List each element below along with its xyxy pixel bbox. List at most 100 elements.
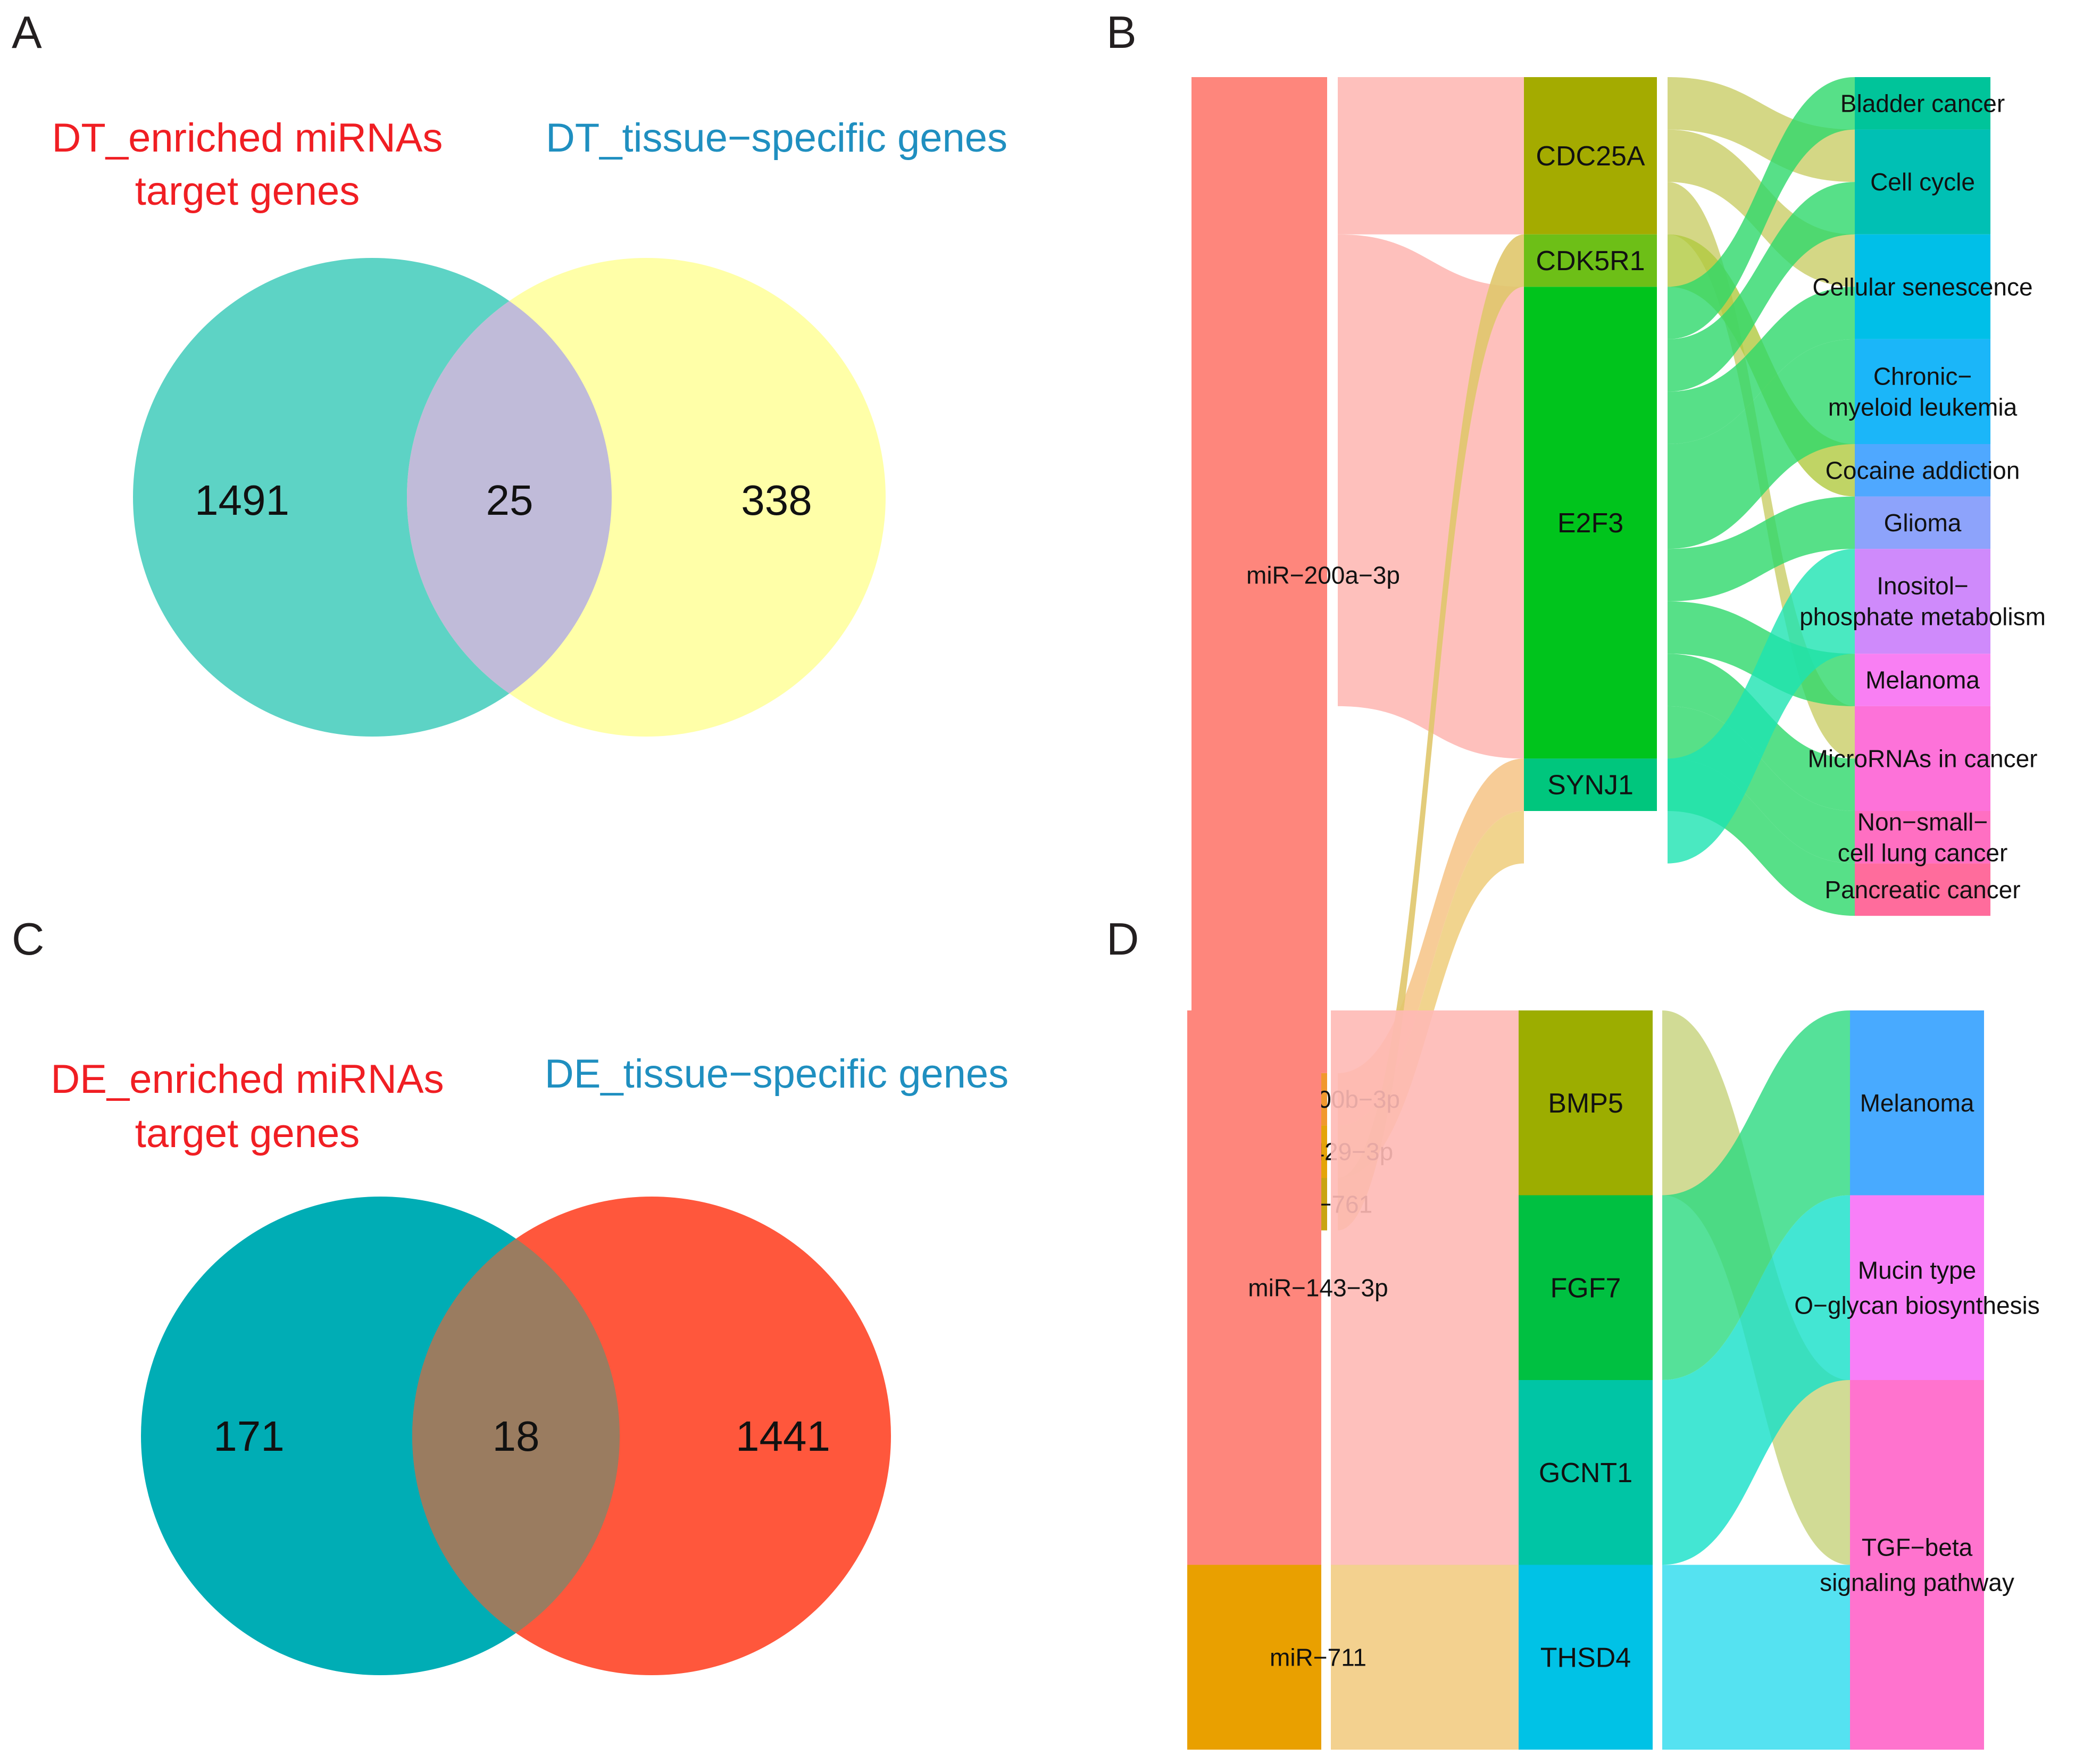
venn-a-intersection-count: 25: [486, 476, 534, 524]
link-mir-429-3p-to-synj1: [1338, 811, 1524, 1178]
gene-bar-cdc25a: [1524, 77, 1657, 235]
mirna-bar-mir-711: [1187, 1565, 1321, 1750]
pathway-label-melanoma: Melanoma: [1865, 666, 1980, 694]
gene-label-bmp5: BMP5: [1548, 1088, 1623, 1119]
venn-a-left-count: 1491: [195, 476, 289, 524]
link-mir-200a-3p-to-cdc25a: [1338, 77, 1524, 235]
gene-pathway-links: [1668, 77, 1855, 916]
pathway-label-melanoma: Melanoma: [1860, 1089, 1974, 1117]
gene-bar-e2f3: [1524, 287, 1657, 759]
pathway-label-cell-cycle: Cell cycle: [1870, 168, 1975, 196]
venn-a-overlap: [407, 258, 612, 737]
pathway-label-pancreatic-cancer: Pancreatic cancer: [1824, 876, 2020, 904]
mirna-gene-links: [1331, 1010, 1519, 1750]
pathway-label-micrornas-in-cancer: MicroRNAs in cancer: [1808, 745, 2038, 772]
gene-label-fgf7: FGF7: [1551, 1273, 1621, 1303]
pathway-bar-non-small-cell-lung-cancer: [1855, 811, 1990, 864]
gene-bar-synj1: [1524, 758, 1657, 811]
link-e2f3-to-chronic-myeloid-leukemia: [1668, 339, 1855, 549]
link-mir-143-3p-to-gcnt1: [1331, 1380, 1519, 1565]
venn-diagram-a: DT_enriched miRNAs target genes DT_tissu…: [52, 115, 1007, 737]
venn-c-right-title: DE_tissue−specific genes: [545, 1051, 1009, 1097]
pathway-bar-micrornas-in-cancer: [1855, 706, 1990, 811]
venn-a-right-count: 338: [741, 476, 812, 524]
gene-bar-thsd4: [1519, 1565, 1653, 1750]
pathway-label-mucin-type-o-glycan-biosynthesis-line1: Mucin type: [1858, 1256, 1976, 1284]
panel-letter-a: A: [12, 7, 42, 58]
pathway-label-mucin-type-o-glycan-biosynthesis-line2: O−glycan biosynthesis: [1794, 1291, 2040, 1319]
gene-label-cdc25a: CDC25A: [1536, 141, 1645, 172]
mirna-label-mir-711: miR−711: [1270, 1643, 1366, 1671]
panel-letter-c: C: [12, 914, 44, 965]
venn-diagram-c: DE_enriched miRNAs target genes DE_tissu…: [51, 1051, 1009, 1675]
gene-bar-bmp5: [1519, 1010, 1653, 1195]
pathway-label-non-small-cell-lung-cancer-line1: Non−small−: [1857, 808, 1988, 835]
panel-letter-d: D: [1106, 914, 1139, 965]
venn-a-right-title: DT_tissue−specific genes: [546, 115, 1007, 161]
gene-label-cdk5r1: CDK5R1: [1536, 246, 1645, 277]
pathway-bar-glioma: [1855, 496, 1990, 549]
link-synj1-to-inositol-phosphate-metabolism: [1668, 549, 1855, 864]
pathway-bar-bladder-cancer: [1855, 77, 1990, 130]
gene-bar-gcnt1: [1519, 1380, 1653, 1565]
link-e2f3-to-melanoma: [1668, 601, 1855, 706]
gene-label-gcnt1: GCNT1: [1539, 1458, 1632, 1489]
pathway-label-cellular-senescence: Cellular senescence: [1812, 273, 2032, 300]
gene-bar-cdk5r1: [1524, 234, 1657, 287]
pathway-label-inositol-phosphate-metabolism-line1: Inositol−: [1877, 572, 1969, 600]
pathway-label-non-small-cell-lung-cancer-line2: cell lung cancer: [1838, 839, 2008, 866]
gene-label-synj1: SYNJ1: [1547, 770, 1634, 801]
mirna-bar-mir-200a-3p: [1191, 77, 1327, 1073]
gene-pathway-links: [1662, 1010, 1850, 1750]
pathway-label-glioma: Glioma: [1884, 509, 1962, 537]
mirna-label-mir-200a-3p: miR−200a−3p: [1246, 561, 1400, 589]
pathway-bar-pancreatic-cancer: [1855, 863, 1990, 916]
venn-a-left-title-line2: target genes: [135, 169, 360, 214]
pathway-label-inositol-phosphate-metabolism-line2: phosphate metabolism: [1799, 603, 2046, 631]
pathway-bar-mucin-type-o-glycan-biosynthesis: [1850, 1195, 1984, 1380]
gene-label-thsd4: THSD4: [1540, 1642, 1631, 1673]
venn-c-left-title-line2: target genes: [135, 1111, 360, 1156]
mirna-bar-mir-143-3p: [1187, 1010, 1321, 1565]
pathway-label-chronic-myeloid-leukemia-line1: Chronic−: [1873, 362, 1972, 390]
link-mir-143-3p-to-fgf7: [1331, 1195, 1519, 1380]
link-thsd4-to-tgf-beta-signaling-pathway: [1662, 1565, 1850, 1750]
gene-label-e2f3: E2F3: [1557, 508, 1623, 539]
mirna-label-mir-143-3p: miR−143−3p: [1248, 1274, 1388, 1301]
pathway-label-chronic-myeloid-leukemia-line2: myeloid leukemia: [1828, 393, 2018, 421]
pathway-bar-inositol-phosphate-metabolism: [1855, 549, 1990, 654]
link-mir-143-3p-to-bmp5: [1331, 1010, 1519, 1195]
link-e2f3-to-cell-cycle: [1668, 182, 1855, 392]
pathway-bar-chronic-myeloid-leukemia: [1855, 339, 1990, 444]
pathway-label-bladder-cancer: Bladder cancer: [1840, 89, 2005, 117]
pathway-label-cocaine-addiction: Cocaine addiction: [1826, 456, 2020, 484]
link-mir-200b-3p-to-synj1: [1338, 758, 1524, 1126]
panel-letter-b: B: [1106, 7, 1137, 58]
venn-c-right-count: 1441: [736, 1412, 830, 1460]
link-e2f3-to-bladder-cancer: [1668, 77, 1855, 339]
pathway-bar-melanoma: [1855, 654, 1990, 706]
pathway-label-tgf-beta-signaling-pathway-line1: TGF−beta: [1862, 1534, 1973, 1561]
link-fgf7-to-melanoma: [1662, 1010, 1850, 1380]
pathway-label-tgf-beta-signaling-pathway-line2: signaling pathway: [1820, 1569, 2014, 1596]
link-e2f3-to-glioma: [1668, 496, 1855, 601]
venn-c-left-count: 171: [213, 1412, 284, 1460]
link-mir-711-to-thsd4: [1331, 1565, 1519, 1750]
link-e2f3-to-cellular-senescence: [1668, 287, 1855, 444]
gene-bar-fgf7: [1519, 1195, 1653, 1380]
pathway-bar-cellular-senescence: [1855, 234, 1990, 339]
pathway-bar-tgf-beta-signaling-pathway: [1850, 1380, 1984, 1750]
venn-c-intersection-count: 18: [493, 1412, 540, 1460]
mirna-gene-links: [1338, 77, 1524, 1231]
venn-c-overlap: [412, 1197, 620, 1675]
pathway-bar-melanoma: [1850, 1010, 1984, 1195]
link-mir-761-to-cdk5r1: [1338, 234, 1524, 1231]
venn-a-left-title-line1: DT_enriched miRNAs: [52, 115, 443, 161]
link-gcnt1-to-mucin-type-o-glycan-biosynthesis: [1662, 1195, 1850, 1565]
pathway-bar-cell-cycle: [1855, 129, 1990, 235]
venn-c-left-title-line1: DE_enriched miRNAs: [51, 1057, 444, 1102]
sankey-diagram-b: miR−200a−3pmiR−200b−3pmiR−429−3pmiR−761C…: [1191, 77, 2046, 1231]
pathway-bar-cocaine-addiction: [1855, 444, 1990, 497]
link-cdc25a-to-cell-cycle: [1668, 77, 1855, 182]
